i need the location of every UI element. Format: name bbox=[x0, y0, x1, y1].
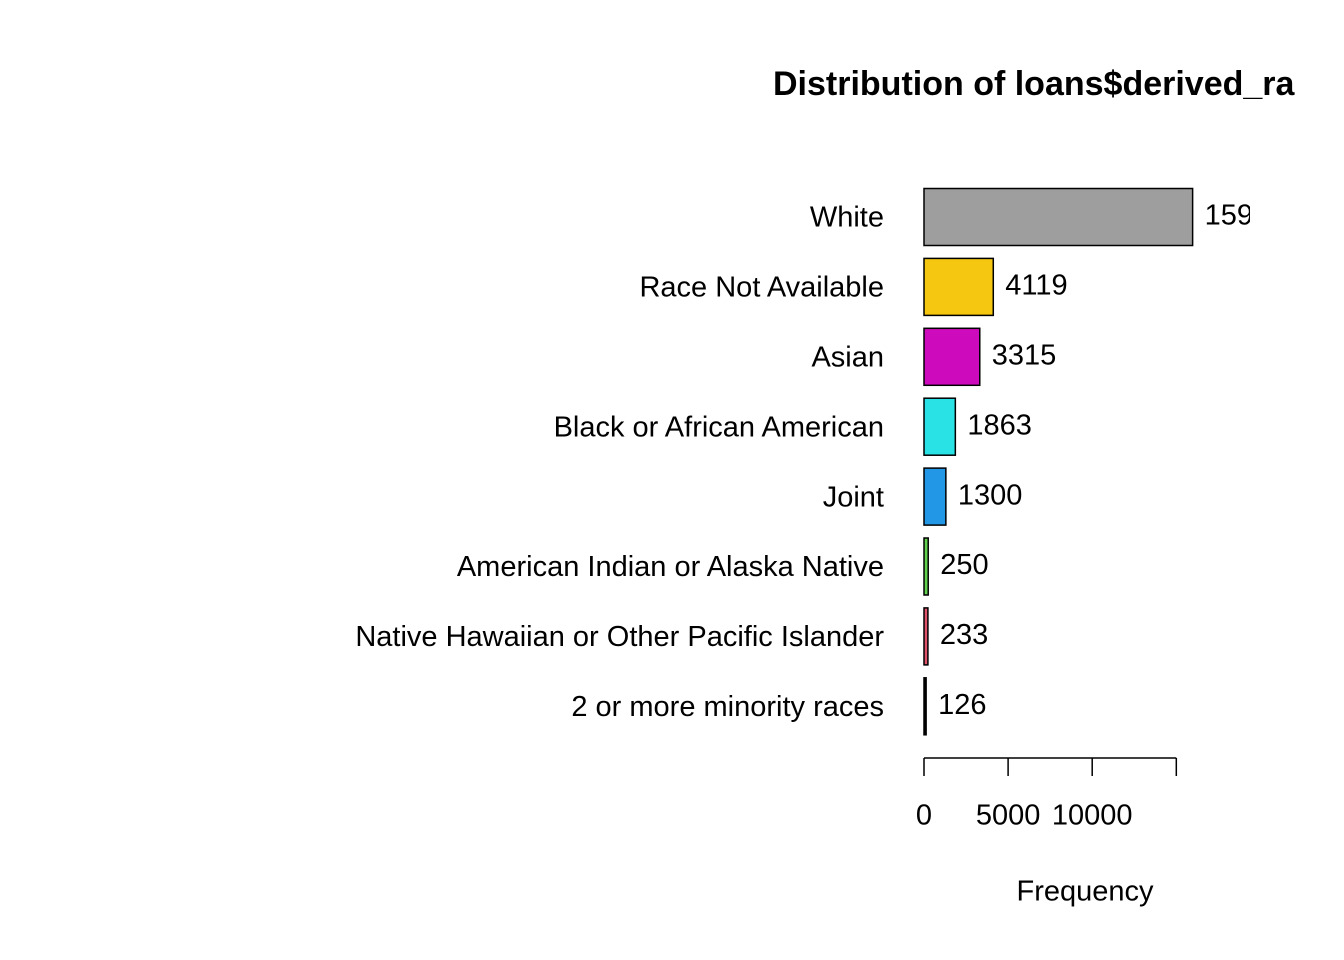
category-label: 2 or more minority races bbox=[571, 691, 884, 723]
x-tick-label: 0 bbox=[916, 800, 932, 832]
bar bbox=[923, 677, 927, 736]
category-label: White bbox=[810, 202, 884, 234]
bar bbox=[923, 607, 929, 666]
value-label: 4119 bbox=[1005, 270, 1067, 302]
value-label: 1300 bbox=[958, 479, 1023, 511]
value-label: 233 bbox=[940, 619, 988, 651]
value-label: 1863 bbox=[967, 409, 1032, 441]
x-tick-label: 10000 bbox=[1052, 800, 1133, 832]
bar bbox=[923, 327, 981, 387]
bar bbox=[923, 397, 957, 456]
bar bbox=[923, 537, 929, 596]
plot-area: 15970 4119 3315 1863 1300 250 233 126 bbox=[923, 187, 1286, 736]
chart-title: Distribution of loans$derived_ra bbox=[773, 65, 1296, 103]
bar bbox=[923, 187, 1194, 247]
category-label: American Indian or Alaska Native bbox=[457, 551, 884, 583]
value-label: 250 bbox=[940, 549, 988, 581]
bar bbox=[923, 467, 947, 526]
value-label: 126 bbox=[938, 689, 986, 721]
value-label: 15970 bbox=[1205, 200, 1286, 232]
value-label: 3315 bbox=[992, 339, 1057, 371]
bar bbox=[923, 257, 995, 317]
x-tick-label: 5000 bbox=[976, 800, 1041, 832]
category-label: Native Hawaiian or Other Pacific Islande… bbox=[355, 621, 884, 653]
category-label: Race Not Available bbox=[639, 272, 884, 304]
category-label: Black or African American bbox=[554, 411, 884, 443]
x-axis-label: Frequency bbox=[1016, 876, 1154, 908]
category-label: Joint bbox=[823, 481, 884, 513]
category-label: Asian bbox=[811, 341, 884, 373]
